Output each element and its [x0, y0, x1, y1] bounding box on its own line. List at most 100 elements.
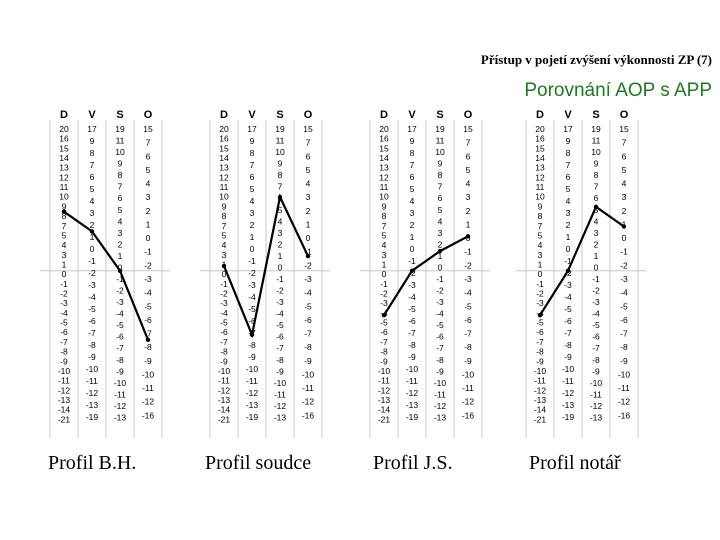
- scale-number: 1: [90, 232, 95, 242]
- profile-chart-bh: D V S O201615141312111098754310-1-2-3-4-5-6…: [40, 109, 170, 438]
- scale-number: 3: [250, 208, 255, 218]
- scale-number: -13: [590, 412, 603, 422]
- scale-number: 9: [594, 159, 599, 169]
- scale-number: -3: [592, 297, 600, 307]
- scale-number: 4: [62, 240, 67, 250]
- scale-number: 6: [306, 151, 311, 161]
- scale-number: 3: [306, 192, 311, 202]
- scale-number: -10: [302, 369, 315, 379]
- scale-number: 5: [250, 184, 255, 194]
- scale-number: 3: [466, 192, 471, 202]
- scale-number: -2: [536, 289, 544, 299]
- column-header: S: [276, 109, 283, 121]
- scale-number: -1: [536, 279, 544, 289]
- scale-number: -5: [248, 304, 256, 314]
- scale-number: -3: [464, 274, 472, 284]
- scale-number: -6: [248, 316, 256, 326]
- scale-number: 5: [222, 230, 227, 240]
- scale-number: -9: [116, 366, 124, 376]
- scale-number: -5: [408, 304, 416, 314]
- scale-number: 8: [594, 170, 599, 180]
- scale-number: -7: [620, 329, 628, 339]
- scale-number: 13: [379, 163, 389, 173]
- scale-number: 3: [438, 228, 443, 238]
- profile-point: [537, 313, 543, 318]
- scale-number: -11: [378, 376, 390, 386]
- scale-number: -2: [116, 286, 124, 296]
- scale-number: -11: [86, 376, 98, 386]
- scale-number: -13: [218, 395, 231, 405]
- scale-number: 3: [222, 250, 227, 260]
- scale-number: -6: [408, 316, 416, 326]
- scale-number: -9: [276, 366, 284, 376]
- scale-number: -13: [378, 395, 391, 405]
- scale-number: -7: [60, 337, 68, 347]
- scale-number: -2: [436, 286, 444, 296]
- scale-number: -11: [58, 376, 70, 386]
- scale-number: -4: [220, 308, 228, 318]
- scale-number: -19: [406, 412, 419, 422]
- scale-number: 5: [146, 165, 151, 175]
- scale-number: 3: [594, 228, 599, 238]
- header-subtitle: Porovnání AOP s APP: [524, 80, 712, 101]
- scale-number: 6: [118, 193, 123, 203]
- scale-number: -4: [564, 292, 572, 302]
- scale-number: -8: [220, 347, 228, 357]
- scale-number: -5: [620, 301, 628, 311]
- scale-number: 16: [535, 134, 545, 144]
- scale-number: -1: [620, 247, 628, 257]
- scale-number: 13: [535, 163, 545, 173]
- profile-chart-js: D V S O201615141312111098754310-1-2-3-4-5-6…: [360, 109, 490, 438]
- profile-point: [381, 313, 387, 318]
- scale-number: -1: [220, 279, 228, 289]
- scale-number: -11: [302, 383, 314, 393]
- scale-number: 5: [90, 184, 95, 194]
- profile-point: [437, 248, 443, 254]
- scale-number: 14: [219, 153, 229, 163]
- profile-point: [249, 332, 255, 337]
- scale-number: -21: [534, 414, 547, 424]
- scale-number: 8: [410, 148, 415, 158]
- scale-number: 9: [118, 159, 123, 169]
- scale-number: 8: [222, 211, 227, 221]
- scale-number: 1: [118, 251, 123, 261]
- scale-number: -11: [462, 383, 474, 393]
- scale-number: 0: [222, 269, 227, 279]
- scale-number: 13: [59, 163, 69, 173]
- column-header: O: [304, 109, 313, 121]
- scale-number: 10: [379, 192, 389, 202]
- scale-number: -5: [60, 318, 68, 328]
- scale-number: -5: [116, 320, 124, 330]
- scale-number: -3: [620, 274, 628, 284]
- scale-number: -1: [276, 274, 284, 284]
- scale-number: 10: [435, 147, 445, 157]
- scale-number: 5: [622, 165, 627, 175]
- scale-number: -9: [144, 356, 152, 366]
- scale-number: 0: [382, 269, 387, 279]
- scale-number: -16: [462, 410, 475, 420]
- scale-number: -6: [464, 315, 472, 325]
- scale-number: 1: [250, 232, 255, 242]
- scale-number: 1: [438, 251, 443, 261]
- scale-number: 0: [62, 269, 67, 279]
- scale-number: -4: [304, 288, 312, 298]
- scale-number: 2: [146, 206, 151, 216]
- scale-number: 1: [566, 232, 571, 242]
- scale-number: -7: [464, 329, 472, 339]
- scale-number: 15: [379, 143, 389, 153]
- scale-number: -3: [248, 280, 256, 290]
- scale-number: 8: [250, 148, 255, 158]
- scale-number: 10: [591, 147, 601, 157]
- scale-number: 4: [306, 179, 311, 189]
- scale-number: -3: [536, 298, 544, 308]
- scale-number: 5: [278, 205, 283, 215]
- scale-number: -6: [380, 327, 388, 337]
- scale-number: -13: [534, 395, 547, 405]
- scale-number: 0: [538, 269, 543, 279]
- scale-number: 11: [380, 182, 389, 192]
- scale-number: -21: [58, 414, 71, 424]
- scale-number: -13: [434, 412, 447, 422]
- scale-number: 6: [146, 151, 151, 161]
- scale-number: 10: [219, 192, 229, 202]
- scale-number: -8: [380, 347, 388, 357]
